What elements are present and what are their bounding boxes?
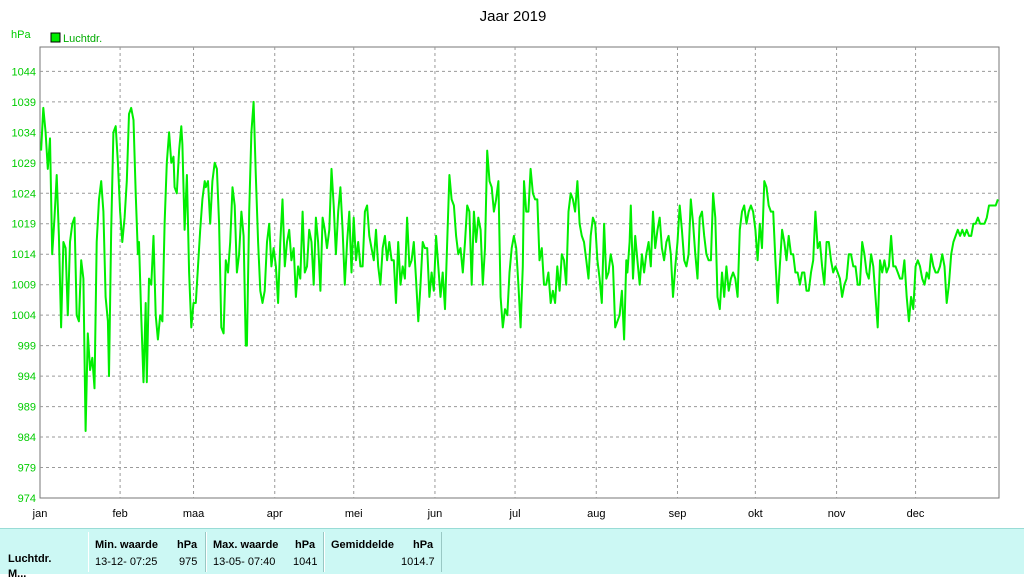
y-tick-label: 994 — [18, 371, 36, 383]
y-tick-label: 1014 — [12, 249, 36, 261]
avg-header: Gemiddelde — [331, 539, 394, 551]
y-tick-label: 1009 — [12, 280, 36, 292]
x-tick-label: nov — [828, 508, 846, 520]
chart-title: Jaar 2019 — [480, 8, 547, 25]
x-tick-label: apr — [267, 508, 283, 520]
stats-avg-box: Gemiddelde hPa 1014.7 — [324, 532, 442, 572]
stats-max-box: Max. waarde hPa 13-05- 07:40 1041 — [206, 532, 324, 572]
chart: Jaar 2019 hPa Luchtdr. 10441039103410291… — [11, 8, 1000, 520]
y-tick-label: 1029 — [12, 158, 36, 170]
x-tick-label: jun — [427, 508, 443, 520]
y-tick-label: 1004 — [12, 310, 36, 322]
min-value: 975 — [179, 556, 198, 568]
stats-row-label-2: M... — [8, 568, 27, 580]
x-tick-label: okt — [748, 508, 763, 520]
x-tick-label: feb — [112, 508, 127, 520]
legend-swatch — [50, 32, 61, 43]
max-time: 13-05- 07:40 — [213, 556, 276, 568]
series-layer — [40, 100, 999, 432]
avg-unit: hPa — [413, 539, 434, 551]
max-header: Max. waarde — [213, 539, 279, 551]
x-axis-ticks: jan feb maa apr mei jun jul aug sep okt nov dec — [32, 508, 925, 520]
x-tick-label: jul — [509, 508, 521, 520]
y-tick-label: 979 — [18, 463, 36, 475]
min-time: 13-12- 07:25 — [95, 556, 158, 568]
x-tick-label: jan — [32, 508, 48, 520]
min-unit: hPa — [177, 539, 198, 551]
y-tick-label: 1024 — [12, 188, 36, 200]
y-tick-label: 989 — [18, 402, 36, 414]
x-tick-label: mei — [345, 508, 363, 520]
gridlines — [40, 47, 999, 498]
plot-area — [39, 46, 1000, 499]
stats-row-label: Luchtdr. — [8, 553, 52, 565]
max-unit: hPa — [295, 539, 316, 551]
stats-panel: Luchtdr. M... Min. waarde hPa 13-12- 07:… — [0, 528, 1024, 580]
y-tick-label: 984 — [18, 432, 36, 444]
stats-min-box: Min. waarde hPa 13-12- 07:25 975 — [88, 532, 206, 572]
y-unit-label: hPa — [11, 29, 31, 41]
y-tick-label: 974 — [18, 493, 36, 505]
series-line-luchtdruk — [40, 100, 999, 432]
avg-value: 1014.7 — [401, 556, 435, 568]
y-tick-label: 1044 — [12, 66, 36, 78]
x-tick-label: maa — [183, 508, 205, 520]
y-tick-label: 1019 — [12, 219, 36, 231]
legend-label: Luchtdr. — [63, 33, 102, 45]
max-value: 1041 — [293, 556, 318, 568]
y-tick-label: 1034 — [12, 127, 36, 139]
x-tick-label: aug — [587, 508, 605, 520]
x-tick-label: sep — [669, 508, 687, 520]
y-axis-ticks: 1044 1039 1034 1029 1024 1019 1014 1009 1004 999 9… — [12, 66, 36, 505]
y-tick-label: 1039 — [12, 97, 36, 109]
y-tick-label: 999 — [18, 341, 36, 353]
min-header: Min. waarde — [95, 539, 158, 551]
x-tick-label: dec — [907, 508, 925, 520]
